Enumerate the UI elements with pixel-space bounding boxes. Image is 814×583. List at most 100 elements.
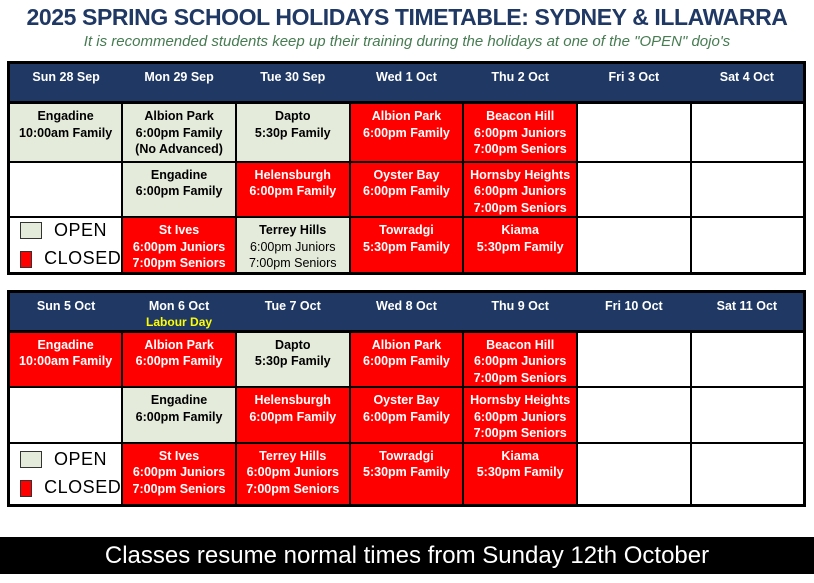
legend-cell: OPEN CLOSED xyxy=(7,441,124,507)
timetable-cell: Towradgi 5:30pm Family xyxy=(348,216,465,274)
timetable-cell: Kiama 5:30pm Family xyxy=(462,441,579,507)
closed-swatch xyxy=(20,250,33,268)
session-time: 5:30p Family xyxy=(254,125,331,140)
session-time: 7:00pm Seniors xyxy=(132,481,226,496)
day-header: Fri 3 Oct xyxy=(577,62,691,104)
day-header-label: Sun 28 Sep xyxy=(32,70,100,84)
session-time: 6:00pm Juniors xyxy=(246,465,339,479)
open-swatch xyxy=(20,450,42,468)
venue-name: Dapto xyxy=(275,109,311,123)
legend-row: CLOSED xyxy=(20,476,121,500)
day-header: Mon 29 Sep xyxy=(122,62,236,104)
day-header-label: Fri 10 Oct xyxy=(605,298,663,313)
venue-name: Beacon Hill xyxy=(486,109,555,123)
timetable-cell xyxy=(576,386,692,444)
timetable-row: Engadine 6:00pm Family Helensburgh 6:00pm F… xyxy=(7,386,806,444)
timetable-cell: Hornsby Heights 6:00pm Juniors 7:00pm Seni… xyxy=(462,160,579,218)
legend-row: OPEN xyxy=(20,448,121,472)
open-swatch xyxy=(20,221,42,239)
venue-name: Helensburgh xyxy=(254,393,331,407)
timetable-cell xyxy=(7,160,124,218)
day-header: Thu 2 Oct xyxy=(463,62,578,104)
timetable-cell: Albion Park 6:00pm Family xyxy=(121,330,237,388)
timetable-cell: Engadine 6:00pm Family xyxy=(121,160,237,218)
session-time: 5:30pm Family xyxy=(476,239,564,254)
venue-name: Albion Park xyxy=(371,337,442,352)
venue-name: Albion Park xyxy=(371,109,442,123)
timetable-row: OPEN CLOSED St Ives 6:00pm Juniors 7:00pm Se… xyxy=(7,441,806,507)
day-header: Wed 8 Oct xyxy=(349,291,464,333)
timetable-cell: Beacon Hill 6:00pm Juniors 7:00pm Seniors xyxy=(462,101,579,163)
session-time: 6:00pm Family xyxy=(363,354,450,368)
session-time: 6:00pm Family xyxy=(249,184,337,198)
timetable-cell: Dapto 5:30p Family xyxy=(234,101,351,163)
day-header-label: Sat 4 Oct xyxy=(719,70,774,84)
timetable-cell xyxy=(689,441,806,507)
session-time: 10:00am Family xyxy=(19,354,113,368)
session-time: 7:00pm Seniors xyxy=(248,256,337,270)
day-header-label: Tue 7 Oct xyxy=(264,298,321,313)
timetable-row: Engadine 10:00am Family Albion Park 6:00pm … xyxy=(7,330,806,388)
day-header-label: Mon 29 Sep xyxy=(144,70,214,84)
timetable-row: Engadine 10:00am Family Albion Park 6:00pm … xyxy=(7,101,806,163)
venue-name: Albion Park xyxy=(144,337,214,352)
venue-name: Hornsby Heights xyxy=(470,393,571,407)
session-time: 6:00pm Juniors xyxy=(250,239,336,254)
session-time: 5:30pm Family xyxy=(363,239,450,254)
timetable-cell: Terrey Hills 6:00pm Juniors 7:00pm Seniors xyxy=(234,216,351,274)
timetable-cell: Albion Park 6:00pm Family (No Advanced) xyxy=(121,101,237,163)
day-header: Sat 4 Oct xyxy=(690,62,805,104)
day-header-label: Mon 6 Oct xyxy=(148,298,210,313)
session-time: 6:00pm Family xyxy=(363,184,450,198)
session-time: 6:00pm Juniors xyxy=(473,184,567,198)
day-header: Wed 1 Oct xyxy=(349,62,464,104)
venue-name: Engadine xyxy=(37,109,94,123)
venue-name: Engadine xyxy=(150,393,208,407)
day-header-label: Tue 30 Sep xyxy=(260,70,326,84)
day-header-label: Sat 11 Oct xyxy=(716,298,778,313)
day-header-label: Wed 1 Oct xyxy=(376,70,437,84)
session-time: 7:00pm Seniors xyxy=(473,370,567,385)
session-time: 5:30pm Family xyxy=(476,465,564,479)
resume-banner: Classes resume normal times from Sunday … xyxy=(0,537,814,574)
day-header-label: Sun 5 Oct xyxy=(36,298,96,313)
day-header-row: Sun 28 Sep Mon 29 Sep Tue 30 Sep Wed 1 Oct T… xyxy=(8,62,805,104)
venue-name: Dapto xyxy=(275,337,311,352)
venue-name: St Ives xyxy=(158,448,200,463)
timetable-cell: Oyster Bay 6:00pm Family xyxy=(348,386,465,444)
session-time: 6:00pm Juniors xyxy=(473,409,567,424)
venue-name: Terrey Hills xyxy=(259,448,327,463)
timetable-cell xyxy=(576,330,692,388)
session-time: 6:00pm Family xyxy=(363,409,450,424)
page-title: 2025 SPRING SCHOOL HOLIDAYS TIMETABLE: S… xyxy=(26,4,788,30)
venue-name: Beacon Hill xyxy=(486,337,555,352)
timetable-cell: Towradgi 5:30pm Family xyxy=(348,441,465,507)
session-time: 6:00pm Juniors xyxy=(473,354,567,368)
timetable-cell: Engadine 10:00am Family xyxy=(7,101,124,163)
timetable-cell xyxy=(7,386,124,444)
timetable-cell xyxy=(576,441,692,507)
legend-closed-label: CLOSED xyxy=(44,248,122,269)
venue-name: Towradgi xyxy=(379,448,434,463)
session-time: 6:00pm Family xyxy=(135,184,223,198)
timetable-cell xyxy=(576,160,692,218)
day-header: Tue 7 Oct xyxy=(235,291,350,333)
timetable-cell xyxy=(689,386,806,444)
legend-closed-label: CLOSED xyxy=(44,477,122,498)
session-time: 6:00pm Family xyxy=(135,409,223,424)
timetable-cell: Kiama 5:30pm Family xyxy=(462,216,579,274)
legend-open-label: OPEN xyxy=(54,219,108,240)
week-1-table: Sun 28 Sep Mon 29 Sep Tue 30 Sep Wed 1 Oct T… xyxy=(7,61,806,275)
session-time: 5:30p Family xyxy=(254,354,331,368)
day-header-row: Sun 5 Oct Mon 6 Oct Labour Day Tue 7 Oct Wed… xyxy=(8,291,805,333)
session-time: (No Advanced) xyxy=(135,142,223,156)
timetable-cell xyxy=(576,101,692,163)
legend: OPEN CLOSED xyxy=(20,448,121,501)
legend-row: CLOSED xyxy=(20,247,121,271)
session-time: 7:00pm Seniors xyxy=(473,142,567,156)
day-header: Mon 6 Oct Labour Day xyxy=(122,291,236,333)
session-time: 7:00pm Seniors xyxy=(473,426,567,440)
timetable-cell xyxy=(689,160,806,218)
timetable-cell: Terrey Hills 6:00pm Juniors 7:00pm Seniors xyxy=(234,441,351,507)
